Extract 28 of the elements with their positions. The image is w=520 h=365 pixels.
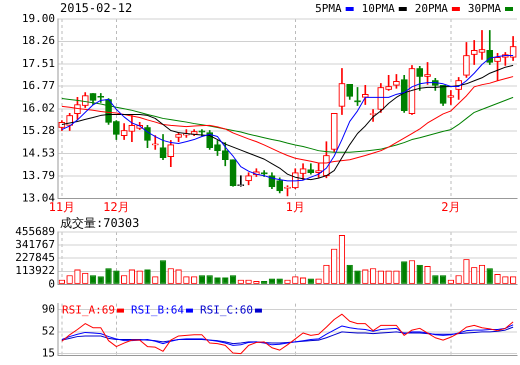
y-tick-label: 227845 — [15, 251, 55, 264]
x-tick-label: 12月 — [103, 200, 130, 214]
legend-label: 20PMA — [414, 2, 448, 15]
y-tick-label: 14.53 — [22, 146, 55, 160]
y-tick-label: 16.02 — [22, 102, 55, 115]
y-tick-label: 17.51 — [22, 56, 55, 70]
legend-label: RSI_C:60 — [200, 303, 253, 316]
y-tick-label: 52 — [42, 324, 55, 338]
y-tick-label: 15 — [42, 346, 55, 360]
chart-title: 成交量:70303 — [60, 216, 140, 230]
x-tick-label: 1月 — [286, 200, 305, 214]
y-tick-label: 113922 — [15, 264, 55, 278]
legend-label: 5PMA — [315, 2, 342, 15]
legend-label: 10PMA — [362, 2, 396, 15]
y-tick-label: 16.77 — [22, 79, 55, 92]
y-tick-label: 0 — [48, 277, 55, 290]
legend-label: 30PMA — [468, 2, 502, 15]
y-tick-label: 13.79 — [22, 168, 55, 182]
y-tick-label: 455689 — [15, 224, 55, 238]
y-tick-label: 19.00 — [22, 12, 55, 25]
legend-label: RSI_B:64 — [130, 303, 184, 316]
y-tick-label: 90 — [42, 302, 55, 316]
y-tick-label: 15.28 — [22, 124, 55, 137]
chart-title: 2015-02-12 — [60, 1, 132, 16]
y-tick-label: 341767 — [15, 238, 55, 251]
legend-label: RSI_A:69 — [62, 303, 115, 316]
x-tick-label: 2月 — [441, 200, 460, 214]
y-tick-label: 18.26 — [22, 34, 55, 48]
